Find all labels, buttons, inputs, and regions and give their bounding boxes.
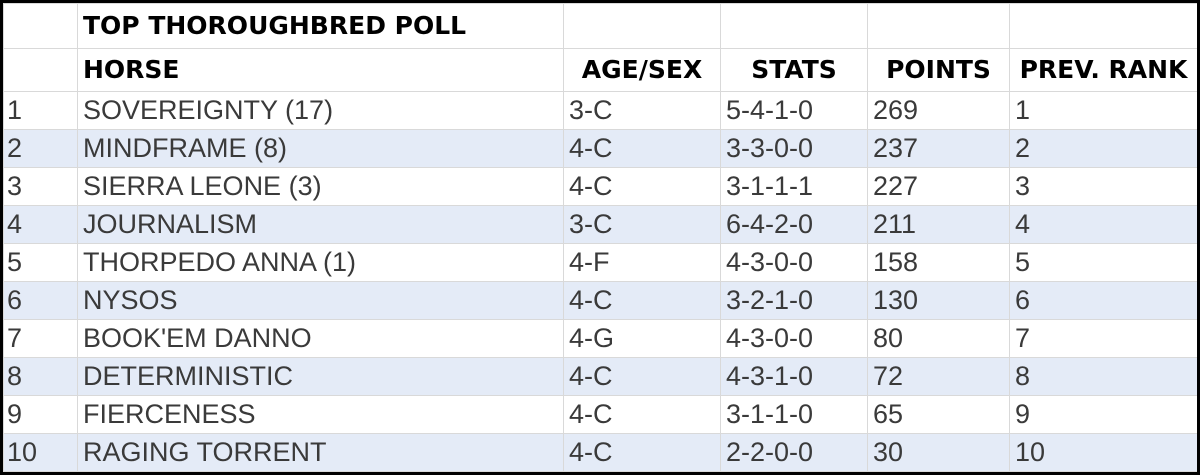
column-header-row: HORSE AGE/SEX STATS POINTS PREV. RANK: [3, 48, 1197, 92]
horse-cell: SIERRA LEONE (3): [77, 167, 564, 206]
stats-cell: 3-2-1-0: [720, 281, 868, 320]
table-row: 4 JOURNALISM 3-C 6-4-2-0 211 4: [3, 205, 1197, 244]
points-cell: 227: [867, 167, 1010, 206]
table-title: TOP THOROUGHBRED POLL: [77, 3, 564, 49]
table-row: 8 DETERMINISTIC 4-C 4-3-1-0 72 8: [3, 357, 1197, 396]
prev-rank-cell: 2: [1009, 129, 1197, 168]
age-sex-cell: 4-G: [563, 319, 721, 358]
horse-cell: THORPEDO ANNA (1): [77, 243, 564, 282]
prev-rank-cell: 10: [1009, 433, 1197, 472]
title-row-rank-cell: [3, 3, 78, 49]
points-cell: 237: [867, 129, 1010, 168]
horse-cell: SOVEREIGNTY (17): [77, 91, 564, 130]
prev-rank-column-header: PREV. RANK: [1009, 48, 1197, 92]
title-row-empty-cell: [867, 3, 1010, 49]
rank-cell: 4: [3, 205, 78, 244]
points-cell: 269: [867, 91, 1010, 130]
title-row-empty-cell: [720, 3, 868, 49]
age-sex-cell: 4-C: [563, 281, 721, 320]
prev-rank-cell: 1: [1009, 91, 1197, 130]
title-row-empty-cell: [1009, 3, 1197, 49]
table-row: 6 NYSOS 4-C 3-2-1-0 130 6: [3, 281, 1197, 320]
points-cell: 65: [867, 395, 1010, 434]
table-row: 9 FIERCENESS 4-C 3-1-1-0 65 9: [3, 395, 1197, 434]
points-column-header: POINTS: [867, 48, 1010, 92]
horse-cell: JOURNALISM: [77, 205, 564, 244]
points-cell: 30: [867, 433, 1010, 472]
table-row: 5 THORPEDO ANNA (1) 4-F 4-3-0-0 158 5: [3, 243, 1197, 282]
table-row: 7 BOOK'EM DANNO 4-G 4-3-0-0 80 7: [3, 319, 1197, 358]
table-row: 3 SIERRA LEONE (3) 4-C 3-1-1-1 227 3: [3, 167, 1197, 206]
horse-cell: BOOK'EM DANNO: [77, 319, 564, 358]
rank-cell: 8: [3, 357, 78, 396]
age-sex-cell: 4-C: [563, 357, 721, 396]
stats-cell: 6-4-2-0: [720, 205, 868, 244]
rank-cell: 3: [3, 167, 78, 206]
points-cell: 211: [867, 205, 1010, 244]
rank-cell: 7: [3, 319, 78, 358]
title-row: TOP THOROUGHBRED POLL: [3, 3, 1197, 49]
prev-rank-cell: 5: [1009, 243, 1197, 282]
table-row: 2 MINDFRAME (8) 4-C 3-3-0-0 237 2: [3, 129, 1197, 168]
prev-rank-cell: 6: [1009, 281, 1197, 320]
points-cell: 72: [867, 357, 1010, 396]
points-cell: 130: [867, 281, 1010, 320]
rank-column-header: [3, 48, 78, 92]
prev-rank-cell: 3: [1009, 167, 1197, 206]
age-sex-cell: 3-C: [563, 205, 721, 244]
age-sex-cell: 4-C: [563, 129, 721, 168]
stats-cell: 3-1-1-0: [720, 395, 868, 434]
rank-cell: 9: [3, 395, 78, 434]
stats-cell: 4-3-1-0: [720, 357, 868, 396]
horse-cell: RAGING TORRENT: [77, 433, 564, 472]
prev-rank-cell: 7: [1009, 319, 1197, 358]
points-cell: 158: [867, 243, 1010, 282]
prev-rank-cell: 4: [1009, 205, 1197, 244]
title-row-empty-cell: [563, 3, 721, 49]
rank-cell: 6: [3, 281, 78, 320]
horse-cell: NYSOS: [77, 281, 564, 320]
prev-rank-cell: 8: [1009, 357, 1197, 396]
age-sex-cell: 4-C: [563, 433, 721, 472]
stats-cell: 4-3-0-0: [720, 319, 868, 358]
age-sex-cell: 4-C: [563, 395, 721, 434]
horse-cell: DETERMINISTIC: [77, 357, 564, 396]
rank-cell: 5: [3, 243, 78, 282]
horse-column-header: HORSE: [77, 48, 564, 92]
stats-cell: 3-3-0-0: [720, 129, 868, 168]
rank-cell: 10: [3, 433, 78, 472]
rank-cell: 1: [3, 91, 78, 130]
table-row: 1 SOVEREIGNTY (17) 3-C 5-4-1-0 269 1: [3, 91, 1197, 130]
rank-cell: 2: [3, 129, 78, 168]
stats-cell: 5-4-1-0: [720, 91, 868, 130]
poll-table: TOP THOROUGHBRED POLL HORSE AGE/SEX STAT…: [3, 3, 1197, 472]
horse-cell: FIERCENESS: [77, 395, 564, 434]
stats-cell: 3-1-1-1: [720, 167, 868, 206]
age-sex-cell: 3-C: [563, 91, 721, 130]
horse-cell: MINDFRAME (8): [77, 129, 564, 168]
stats-cell: 4-3-0-0: [720, 243, 868, 282]
age-sex-cell: 4-C: [563, 167, 721, 206]
stats-column-header: STATS: [720, 48, 868, 92]
stats-cell: 2-2-0-0: [720, 433, 868, 472]
table-row: 10 RAGING TORRENT 4-C 2-2-0-0 30 10: [3, 433, 1197, 472]
prev-rank-cell: 9: [1009, 395, 1197, 434]
age-sex-column-header: AGE/SEX: [563, 48, 721, 92]
age-sex-cell: 4-F: [563, 243, 721, 282]
points-cell: 80: [867, 319, 1010, 358]
